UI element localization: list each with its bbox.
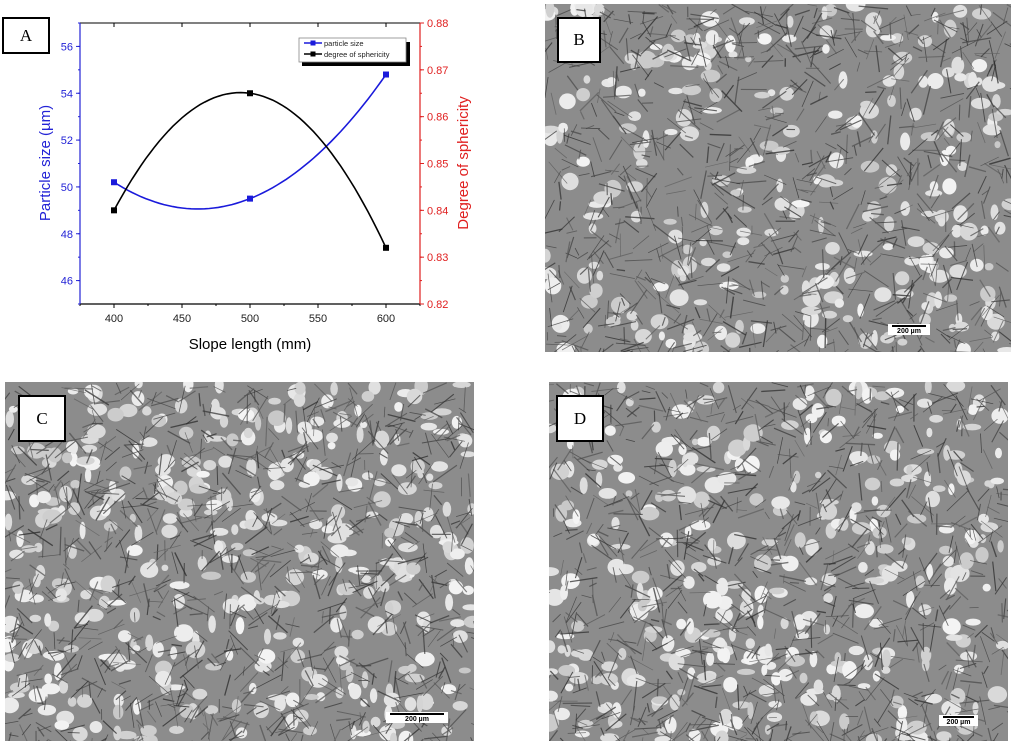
panel-label-b: B <box>557 17 601 63</box>
svg-text:0.84: 0.84 <box>427 205 448 217</box>
scale-bar-label-b: 200 µm <box>897 328 921 335</box>
scale-bar-b: 200 µm <box>888 324 930 335</box>
svg-text:600: 600 <box>377 313 395 325</box>
left-y-axis-title: Particle size (µm) <box>37 105 54 221</box>
svg-text:0.88: 0.88 <box>427 18 448 30</box>
chart-legend: particle size degree of sphericity <box>298 37 410 66</box>
panel-label-d: D <box>556 395 604 442</box>
svg-text:450: 450 <box>173 313 191 325</box>
svg-text:0.83: 0.83 <box>427 252 448 264</box>
svg-text:52: 52 <box>61 135 73 147</box>
svg-text:50: 50 <box>61 182 73 194</box>
svg-text:500: 500 <box>241 313 259 325</box>
svg-text:0.87: 0.87 <box>427 65 448 77</box>
svg-text:56: 56 <box>61 41 73 53</box>
panel-c-micrograph: C 200 µm <box>5 382 474 741</box>
x-axis-title: Slope length (mm) <box>189 336 312 353</box>
panel-d-micrograph: D 200 µm <box>549 382 1008 741</box>
sphericity-line <box>113 91 387 249</box>
scale-bar-label-c: 200 µm <box>405 716 429 723</box>
panel-b-micrograph: B 200 µm <box>545 4 1011 352</box>
svg-text:54: 54 <box>61 88 73 100</box>
svg-text:0.82: 0.82 <box>427 299 448 311</box>
scale-bar-label-d: 200 µm <box>946 719 971 726</box>
data-point-markers <box>111 71 389 251</box>
right-y-axis-title: Degree of sphericity <box>455 96 472 230</box>
panel-label-c: C <box>18 395 66 442</box>
svg-text:400: 400 <box>105 313 123 325</box>
micrograph-image-c <box>5 382 474 741</box>
svg-text:48: 48 <box>61 229 73 241</box>
micrograph-image-b <box>545 4 1011 352</box>
micrograph-image-d <box>549 382 1008 741</box>
svg-text:0.86: 0.86 <box>427 112 448 124</box>
legend-label-particle-size: particle size <box>324 39 364 48</box>
svg-text:46: 46 <box>61 276 73 288</box>
scale-bar-c: 200 µm <box>386 712 448 723</box>
svg-text:550: 550 <box>309 313 327 325</box>
legend-label-sphericity: degree of sphericity <box>324 50 390 59</box>
left-y-axis-ticks: 46 48 50 52 54 56 <box>61 22 80 305</box>
svg-text:0.85: 0.85 <box>427 159 448 171</box>
scale-bar-d: 200 µm <box>939 715 978 726</box>
panel-label-a: A <box>2 17 50 54</box>
right-y-axis-ticks: 0.82 0.83 0.84 0.85 0.86 0.87 0.88 <box>420 18 448 311</box>
panel-a-chart: 400 450 500 550 600 46 48 50 52 54 56 0.82 0.83 0.8… <box>0 0 520 360</box>
x-axis-ticks: 400 450 500 550 600 <box>79 23 421 325</box>
